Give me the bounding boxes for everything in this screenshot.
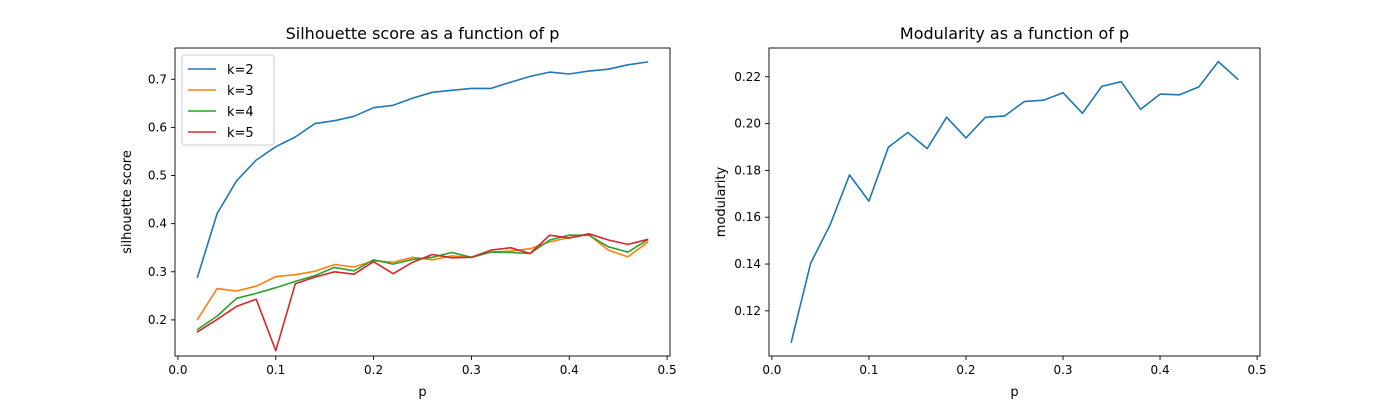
y-tick-label: 0.14 bbox=[734, 257, 761, 271]
legend-box bbox=[181, 54, 275, 146]
y-tick-label: 0.20 bbox=[734, 117, 761, 131]
y-tick-label: 0.12 bbox=[734, 304, 761, 318]
series-line-k3 bbox=[196, 233, 649, 321]
y-tick-label: 0.7 bbox=[148, 72, 167, 86]
x-axis-label: p bbox=[1010, 385, 1018, 400]
x-tick-label: 0.2 bbox=[364, 363, 383, 377]
legend-entry-label: k=4 bbox=[227, 105, 254, 120]
y-tick-label: 0.22 bbox=[734, 70, 761, 84]
y-tick-label: 0.18 bbox=[734, 163, 761, 177]
series-line-modularity bbox=[790, 60, 1239, 343]
y-axis-label: silhouette score bbox=[120, 150, 135, 254]
x-tick-label: 0.5 bbox=[1248, 363, 1267, 377]
chart-1: 0.0 0.1 0.2 0.3 0.4 0.5 0.2 0.3 0.4 0.5 0.6 0.7 Silh… bbox=[120, 24, 677, 400]
x-tick-label: 0.5 bbox=[658, 363, 677, 377]
legend-entry-label: k=2 bbox=[227, 63, 254, 78]
x-tick-label: 0.3 bbox=[1053, 363, 1072, 377]
x-tick-label: 0.0 bbox=[762, 363, 781, 377]
x-tick-label: 0.0 bbox=[168, 363, 187, 377]
x-tick-label: 0.4 bbox=[560, 363, 579, 377]
axes-frame bbox=[174, 47, 671, 357]
x-tick-label: 0.2 bbox=[956, 363, 975, 377]
x-tick-label: 0.1 bbox=[266, 363, 285, 377]
x-tick-label: 0.3 bbox=[462, 363, 481, 377]
x-tick-label: 0.4 bbox=[1151, 363, 1170, 377]
y-axis-label: modularity bbox=[714, 166, 729, 237]
x-tick-label: 0.1 bbox=[859, 363, 878, 377]
y-tick-label: 0.5 bbox=[148, 169, 167, 183]
series-line-k2 bbox=[196, 61, 649, 279]
x-axis-label: p bbox=[418, 385, 426, 400]
y-tick-label: 0.6 bbox=[148, 120, 167, 134]
legend: k=2 k=3 k=4 k=5 bbox=[181, 54, 275, 146]
series-line-k5 bbox=[196, 233, 649, 352]
axes-frame bbox=[768, 47, 1261, 357]
y-tick-label: 0.2 bbox=[148, 313, 167, 327]
legend-entry-label: k=3 bbox=[227, 84, 254, 99]
chart-title: Modularity as a function of p bbox=[900, 24, 1129, 43]
legend-entry-label: k=5 bbox=[227, 126, 254, 141]
y-tick-label: 0.3 bbox=[148, 265, 167, 279]
chart-title: Silhouette score as a function of p bbox=[286, 24, 560, 43]
chart-2: 0.0 0.1 0.2 0.3 0.4 0.5 0.12 0.14 0.16 0.18 0.20 0.… bbox=[714, 24, 1267, 400]
y-tick-label: 0.4 bbox=[148, 217, 167, 231]
y-tick-label: 0.16 bbox=[734, 210, 761, 224]
